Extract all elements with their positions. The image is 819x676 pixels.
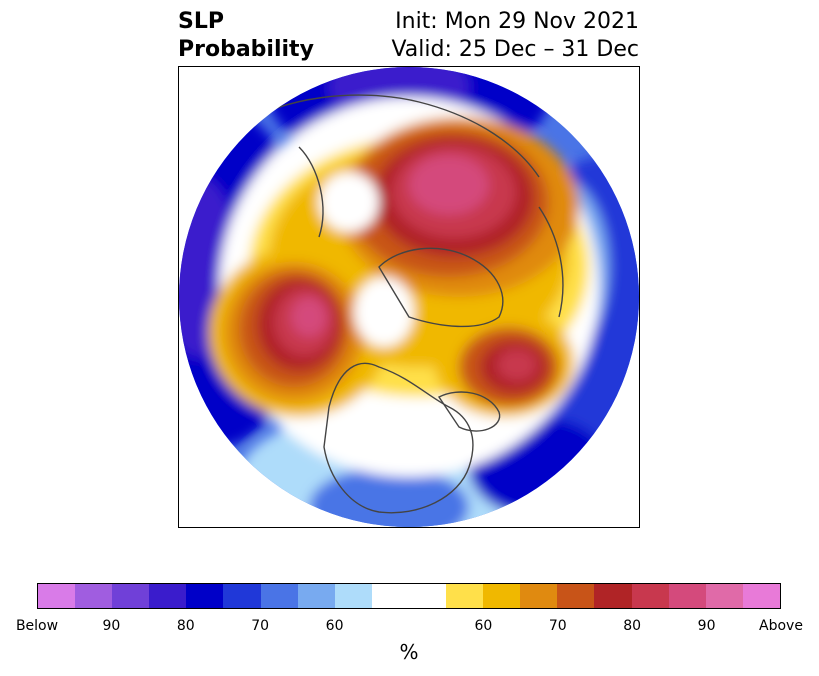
- colorbar-segment: [223, 584, 261, 608]
- colorbar-tick-label: 70: [548, 618, 567, 634]
- colorbar-segment: [371, 584, 409, 608]
- colorbar-tick-label: 70: [251, 618, 270, 634]
- map-title: SLP Probability: [178, 8, 314, 64]
- colorbar-segment: [446, 584, 484, 608]
- colorbar-segment: [520, 584, 558, 608]
- colorbar-tick-label: 80: [176, 618, 195, 634]
- colorbar-tick-label: 90: [697, 618, 716, 634]
- title-subtitle: Probability: [178, 37, 314, 62]
- colorbar-tick-label: 90: [102, 618, 121, 634]
- map-canvas: [179, 67, 639, 527]
- init-date: Init: Mon 29 Nov 2021: [395, 9, 639, 34]
- colorbar-segment: [260, 584, 298, 608]
- polar-map: [178, 66, 640, 528]
- colorbar-segment: [483, 584, 521, 608]
- colorbar-segment: [705, 584, 743, 608]
- colorbar-segment: [594, 584, 632, 608]
- colorbar-segment: [742, 584, 780, 608]
- colorbar-tick-label: 60: [474, 618, 493, 634]
- colorbar-unit: %: [399, 640, 419, 664]
- colorbar-segment: [297, 584, 335, 608]
- colorbar-segment: [557, 584, 595, 608]
- colorbar-segment: [668, 584, 706, 608]
- valid-range: Valid: 25 Dec – 31 Dec: [391, 37, 639, 62]
- colorbar-segment: [112, 584, 150, 608]
- colorbar-segment: [75, 584, 113, 608]
- colorbar-tick-label: Below: [15, 618, 59, 634]
- colorbar-segment: [149, 584, 187, 608]
- colorbar-segment: [38, 584, 76, 608]
- colorbar: [37, 583, 781, 609]
- probability-field: [179, 67, 639, 527]
- title-variable: SLP: [178, 9, 224, 34]
- colorbar-segment: [631, 584, 669, 608]
- colorbar-tick-label: 80: [623, 618, 642, 634]
- colorbar-tick-label: 60: [325, 618, 344, 634]
- colorbar-segment: [408, 584, 447, 608]
- colorbar-tick-label: Above: [759, 618, 803, 634]
- colorbar-segment: [334, 584, 372, 608]
- map-dates: Init: Mon 29 Nov 2021 Valid: 25 Dec – 31…: [391, 8, 639, 64]
- coastlines: [238, 94, 564, 514]
- colorbar-segment: [186, 584, 224, 608]
